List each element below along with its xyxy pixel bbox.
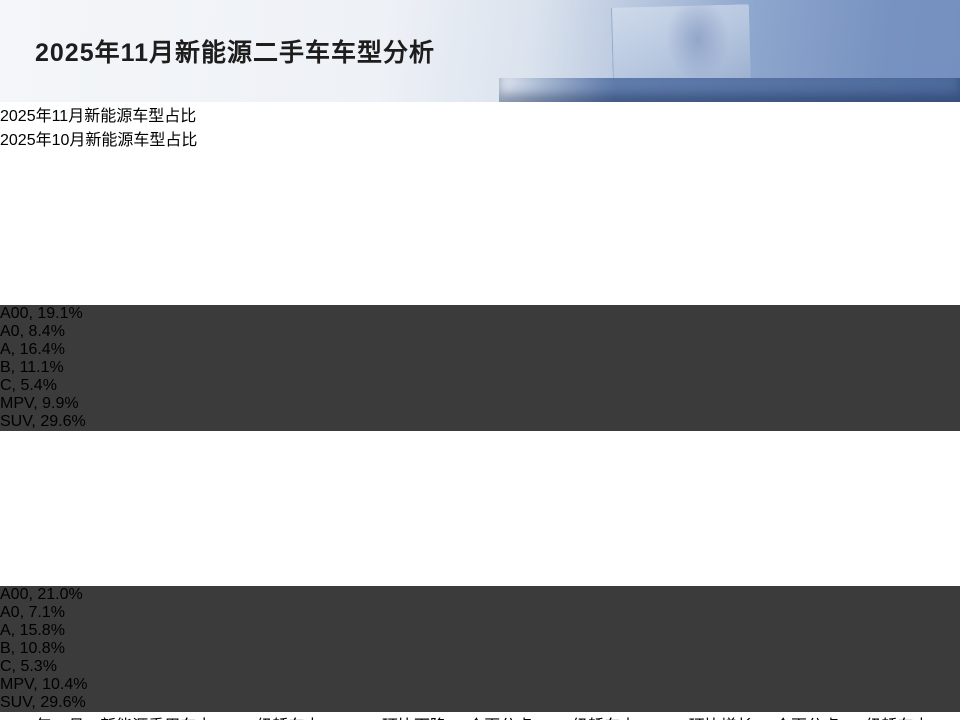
pie-label-a: A, 15.8% bbox=[0, 622, 960, 640]
pie-label-c: C, 5.3% bbox=[0, 658, 960, 676]
pie-label-b: B, 11.1% bbox=[0, 359, 960, 377]
pie-label-suv: SUV, 29.6% bbox=[0, 413, 960, 431]
analysis-paragraph-1: 2025年11月，新能源乘用车中；A00级轿车占19.1%，环比下降1.9个百分… bbox=[0, 712, 960, 720]
pie-label-a00: A00, 21.0% bbox=[0, 586, 960, 604]
donut-slice-a00 bbox=[236, 200, 329, 281]
chart-title-november: 2025年11月新能源车型占比 bbox=[0, 108, 197, 125]
donut-chart-november: A00, 19.1% A0, 8.4% A, 16.4% B, 11.1% C, 5.4… bbox=[0, 150, 960, 442]
pie-label-a0: A0, 7.1% bbox=[0, 604, 960, 622]
donut-svg bbox=[139, 182, 854, 442]
header-bottom-band bbox=[499, 78, 960, 102]
chart-title-october: 2025年10月新能源车型占比 bbox=[0, 132, 198, 149]
donut-slice-a00 bbox=[237, 481, 333, 568]
pie-label-a00: A00, 19.1% bbox=[0, 305, 960, 323]
pie-label-mpv: MPV, 9.9% bbox=[0, 395, 960, 413]
donut-chart-october: A00, 21.0% A0, 7.1% A, 15.8% B, 10.8% C, 5.3… bbox=[0, 431, 960, 720]
pie-label-a0: A0, 8.4% bbox=[0, 323, 960, 341]
chart-titles-row: 2025年11月新能源车型占比 2025年10月新能源车型占比 bbox=[0, 102, 960, 150]
pie-label-mpv: MPV, 10.4% bbox=[0, 676, 960, 694]
header-cube-graphic-1 bbox=[610, 4, 752, 90]
pie-label-a: A, 16.4% bbox=[0, 341, 960, 359]
page-title: 2025年11月新能源二手车车型分析 bbox=[35, 39, 436, 67]
pie-label-suv: SUV, 29.6% bbox=[0, 694, 960, 712]
analysis-text-block: 2025年11月，新能源乘用车中；A00级轿车占19.1%，环比下降1.9个百分… bbox=[0, 712, 960, 720]
pie-label-b: B, 10.8% bbox=[0, 640, 960, 658]
slide-header: 2025年11月新能源二手车车型分析 bbox=[0, 0, 960, 102]
donut-svg bbox=[140, 468, 852, 720]
donut-slice-suv bbox=[139, 200, 238, 327]
charts-row: A00, 19.1% A0, 8.4% A, 16.4% B, 11.1% C, 5.4… bbox=[0, 150, 960, 720]
donut-slice-suv bbox=[140, 481, 239, 608]
pie-label-c: C, 5.4% bbox=[0, 377, 960, 395]
